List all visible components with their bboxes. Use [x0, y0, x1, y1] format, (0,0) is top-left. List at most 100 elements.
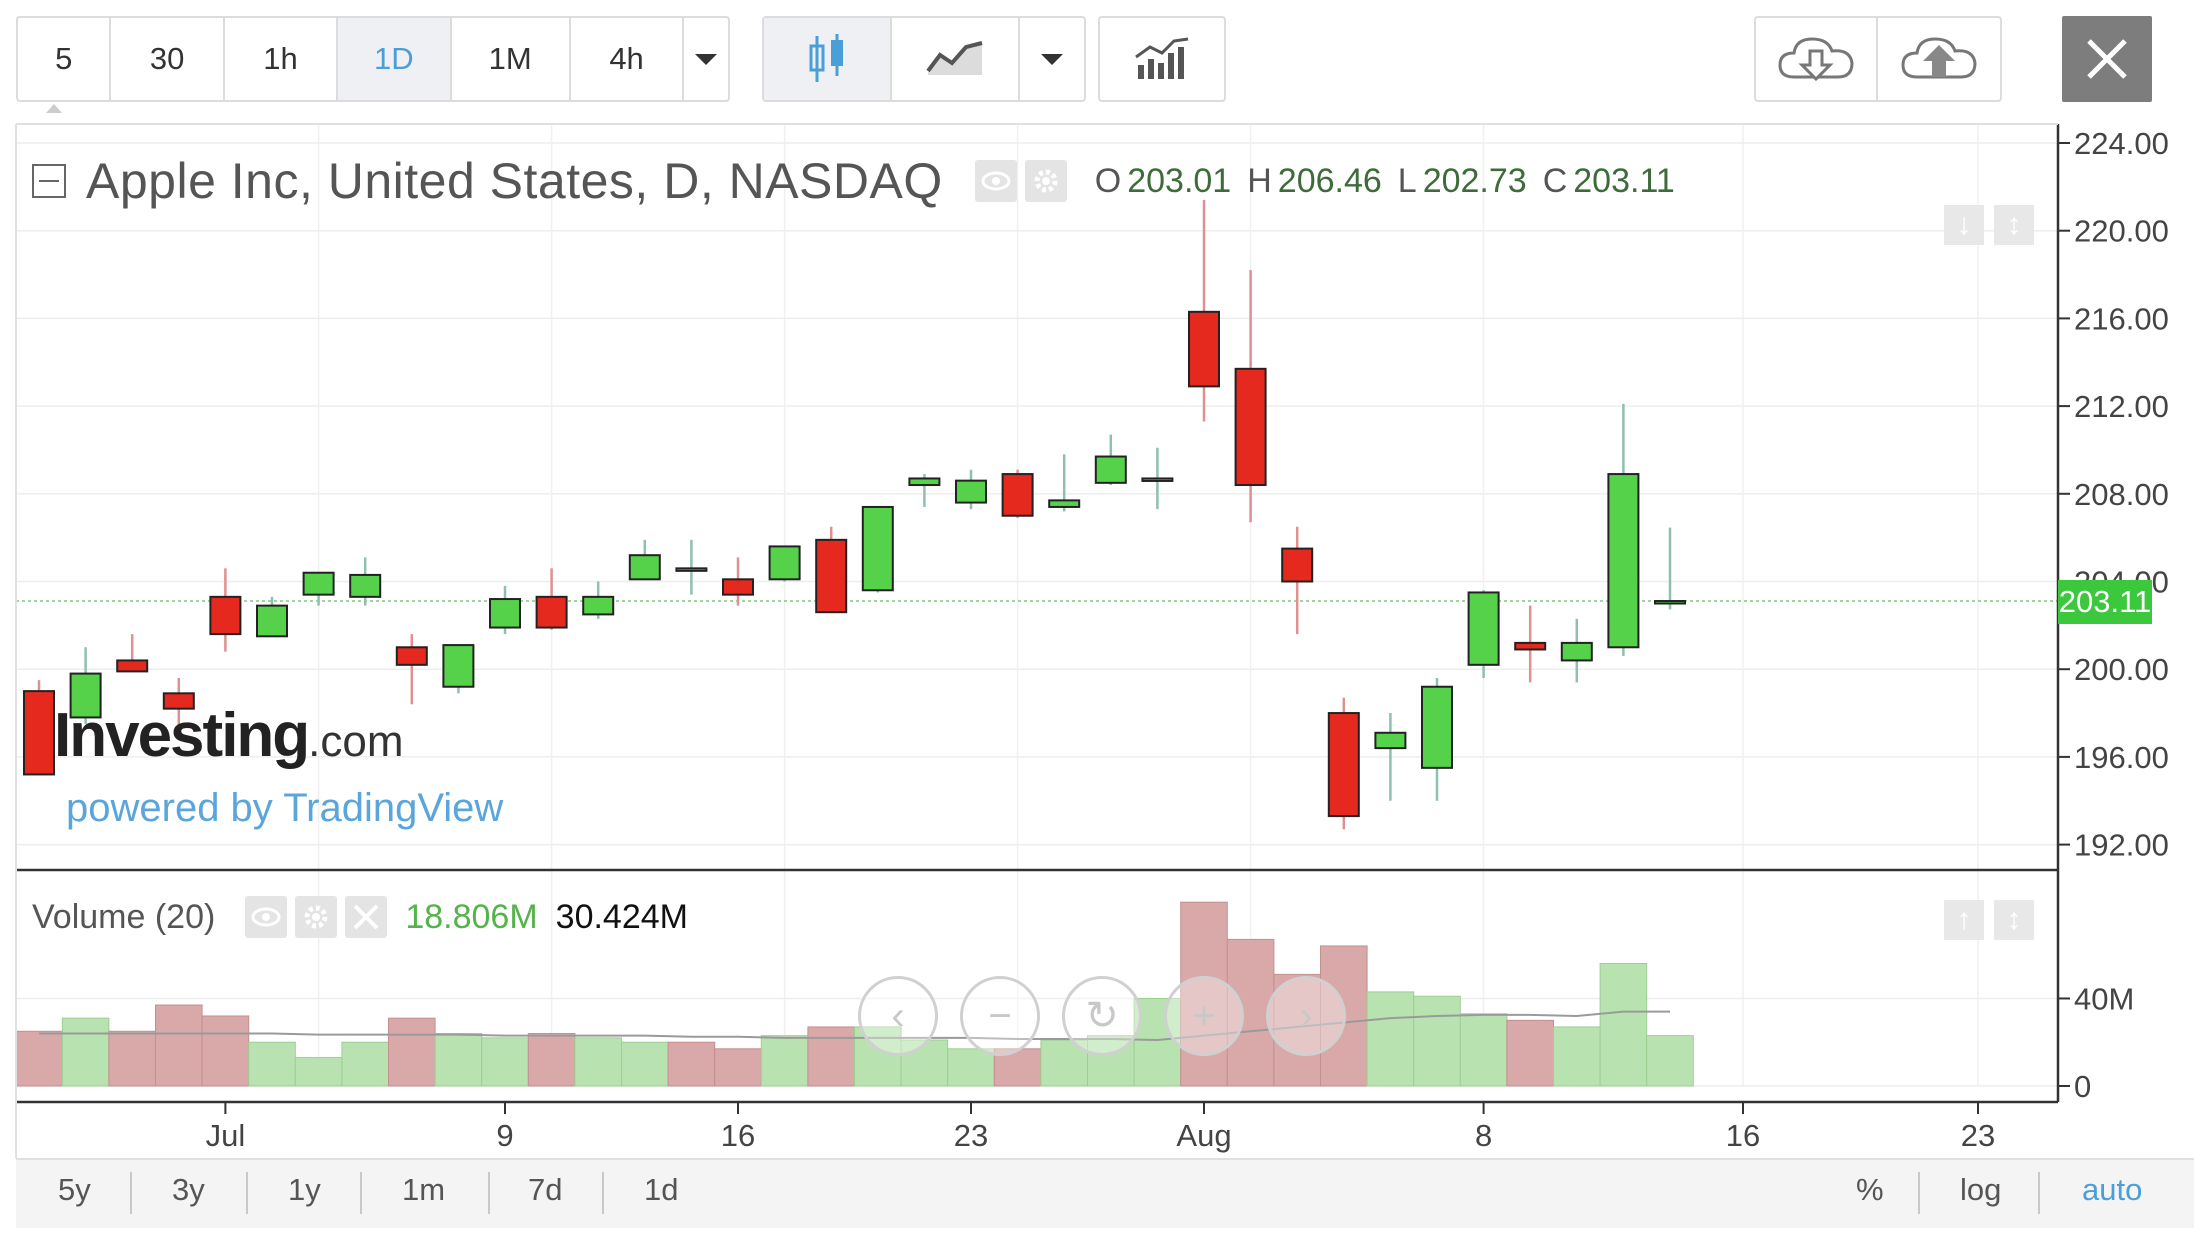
auto-toggle[interactable]: auto: [2082, 1172, 2143, 1207]
ohlc-high-label: H: [1247, 161, 1272, 200]
candle-body: [1234, 367, 1267, 487]
candle-body: [209, 595, 242, 636]
interval-5[interactable]: 5: [18, 18, 112, 100]
scroll-right-icon[interactable]: ›: [1266, 976, 1346, 1056]
interval-4h[interactable]: 4h: [571, 18, 685, 100]
candle-body: [256, 604, 288, 638]
investing-logo-brand: Investing: [54, 701, 310, 770]
percent-toggle[interactable]: %: [1856, 1172, 1884, 1207]
range-7d[interactable]: 7d: [528, 1172, 563, 1207]
investing-logo: Investing.com: [54, 700, 404, 771]
time-tick-label: 16: [721, 1118, 755, 1153]
scroll-left-icon[interactable]: ‹: [858, 976, 938, 1056]
arrow-down-icon[interactable]: ↓: [1944, 205, 1984, 245]
candles: [23, 200, 1686, 830]
candle-body: [1467, 591, 1500, 666]
log-toggle[interactable]: log: [1960, 1172, 2002, 1207]
range-3y[interactable]: 3y: [172, 1172, 205, 1207]
candle-body: [861, 505, 894, 592]
volume-bar: [574, 1037, 623, 1087]
cloud-download-button[interactable]: [1756, 18, 1878, 100]
interval-1h[interactable]: 1h: [225, 18, 339, 100]
volume-bar: [388, 1017, 436, 1087]
arrow-up-icon[interactable]: ↑: [1944, 900, 1984, 940]
volume-bar: [481, 1037, 529, 1087]
interval-4h-label: 4h: [609, 41, 644, 76]
volume-bar: [341, 1041, 389, 1087]
range-1m[interactable]: 1m: [402, 1172, 446, 1207]
chevron-down-icon: [1041, 53, 1063, 65]
candle-body: [1421, 685, 1453, 769]
range-5y[interactable]: 5y: [58, 1172, 91, 1207]
time-tick-label: Aug: [1176, 1118, 1231, 1153]
candle-body: [535, 595, 568, 629]
price-tick-label: 192.00: [2074, 828, 2169, 863]
interval-1d[interactable]: 1D: [338, 18, 452, 100]
visibility-eye-icon[interactable]: [974, 160, 1017, 202]
volume-ma-line: [39, 1010, 1670, 1042]
zoom-out-icon[interactable]: −: [960, 976, 1040, 1056]
volume-gear-icon[interactable]: [295, 896, 338, 938]
main-pane-arrows: ↓ ↕: [1934, 205, 2034, 245]
candle-body: [1514, 641, 1547, 651]
candle-body: [395, 646, 428, 666]
range-1d[interactable]: 1d: [644, 1172, 679, 1207]
candle-body: [908, 477, 941, 487]
candle-body: [1188, 310, 1220, 388]
zoom-in-icon[interactable]: +: [1164, 976, 1244, 1056]
candle-body: [768, 545, 801, 581]
powered-by-tradingview[interactable]: powered by TradingView: [66, 786, 504, 830]
candle-body: [1560, 641, 1593, 662]
interval-30-label: 30: [149, 41, 185, 76]
indicators-group: [1098, 16, 1226, 102]
indicators-icon: [1135, 37, 1189, 79]
arrow-updown-icon[interactable]: ↕: [1994, 900, 2034, 940]
volume-bar: [527, 1032, 576, 1087]
candle-body: [1374, 731, 1407, 750]
candlestick-button[interactable]: [764, 18, 892, 100]
settings-gear-icon[interactable]: [1024, 160, 1067, 202]
cloud-upload-button[interactable]: [1878, 18, 2000, 100]
volume-bar: [1599, 962, 1648, 1087]
separator: [2038, 1172, 2040, 1214]
volume-close-icon[interactable]: [345, 896, 388, 938]
interval-30[interactable]: 30: [111, 18, 225, 100]
candle-body: [1607, 473, 1640, 649]
volume-axis[interactable]: 40M 0: [2058, 981, 2134, 1104]
investing-logo-suffix: .com: [308, 717, 404, 766]
volume-bar: [248, 1041, 296, 1087]
candle-body: [675, 567, 708, 572]
indicators-button[interactable]: [1100, 18, 1224, 100]
arrow-updown-icon[interactable]: ↕: [1994, 205, 2034, 245]
candle-body: [1281, 547, 1314, 583]
separator: [488, 1172, 490, 1214]
collapse-icon[interactable]: [32, 164, 66, 198]
ohlc-close-value: 203.11: [1573, 161, 1675, 200]
reset-icon[interactable]: ↻: [1062, 976, 1142, 1056]
main-legend: Apple Inc, United States, D, NASDAQ O 20…: [32, 152, 1675, 210]
volume-pane-arrows: ↑ ↕: [1934, 900, 2034, 940]
time-tick-label: 16: [1726, 1118, 1760, 1153]
time-axis[interactable]: Jul 9 16 23 Aug 8 16 23: [206, 1102, 1996, 1153]
price-axis[interactable]: 224.00220.00216.00212.00208.00204.00200.…: [2058, 126, 2169, 863]
cloud-group: [1754, 16, 2002, 102]
line-chart-button[interactable]: [892, 18, 1020, 100]
volume-bar: [1366, 991, 1415, 1087]
time-tick-label: 8: [1475, 1118, 1492, 1153]
candle-body: [442, 644, 475, 688]
volume-eye-icon[interactable]: [245, 896, 288, 938]
time-tick-label: 9: [496, 1118, 513, 1153]
candlestick-icon: [809, 34, 843, 82]
volume-bar: [15, 1030, 63, 1087]
candle-body: [1094, 455, 1127, 484]
chart-type-dropdown[interactable]: [1020, 18, 1084, 100]
interval-1m[interactable]: 1M: [452, 18, 571, 100]
chart-navigation: ‹ − ↻ + ›: [858, 976, 1368, 1056]
interval-group: 5 30 1h 1D 1M 4h: [16, 16, 730, 102]
interval-dropdown[interactable]: [684, 18, 728, 100]
close-button[interactable]: [2062, 16, 2152, 102]
price-tick-label: 196.00: [2074, 740, 2169, 775]
candle-body: [302, 571, 335, 596]
range-1y[interactable]: 1y: [288, 1172, 321, 1207]
